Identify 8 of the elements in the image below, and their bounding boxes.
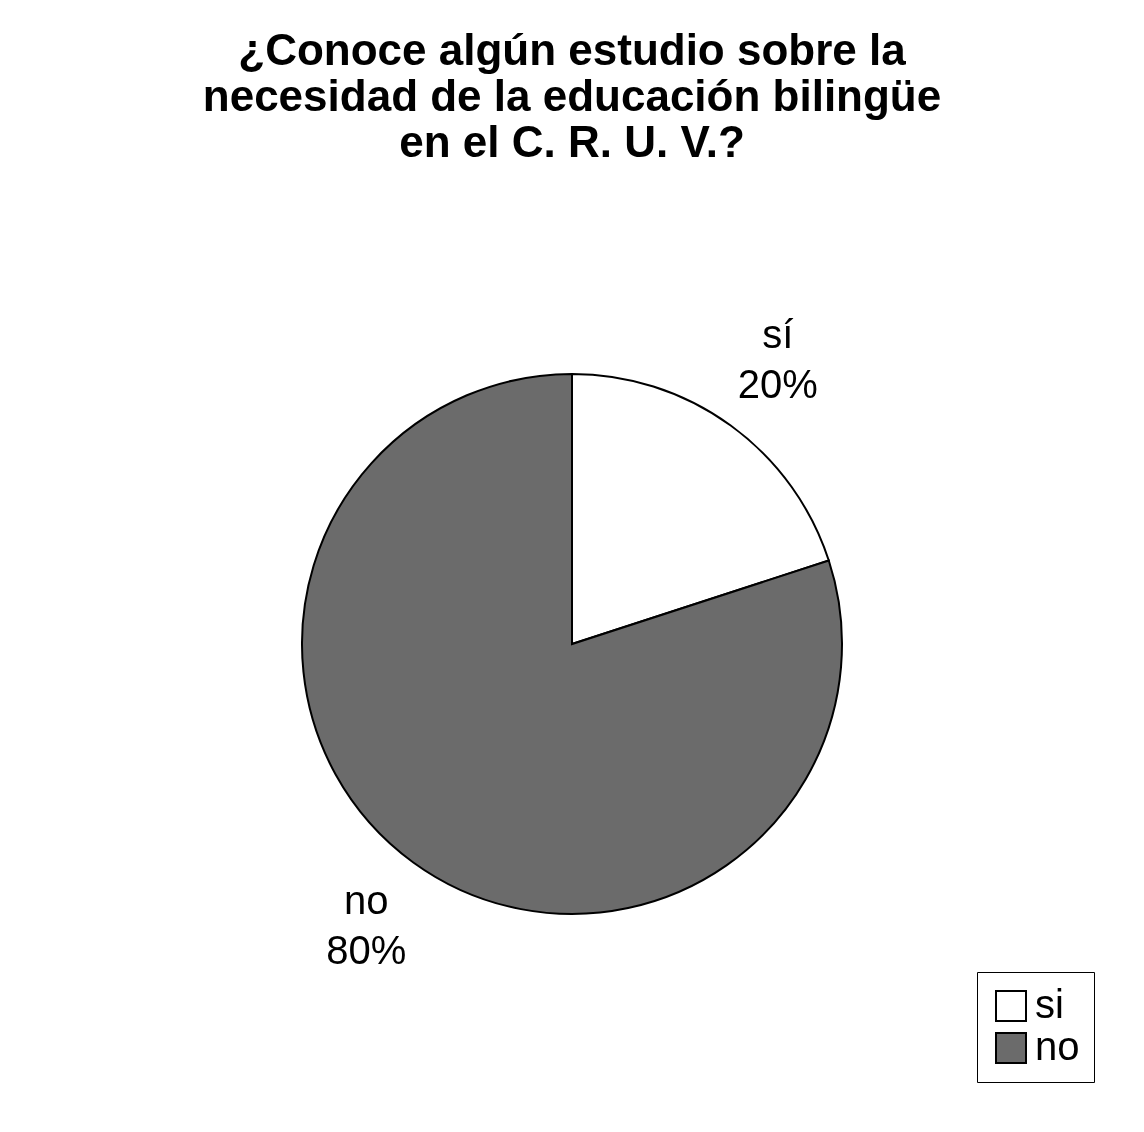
text: sí <box>762 311 794 356</box>
data-label: 80% <box>326 928 407 973</box>
slice-label: no <box>344 878 389 923</box>
data-label: 20% <box>737 361 818 406</box>
text: en el C. R. U. V.? <box>399 117 745 166</box>
legend-label: si <box>1035 982 1064 1026</box>
text: ¿Conoce algún estudio sobre la <box>238 25 906 74</box>
legend-label: no <box>1035 1024 1080 1068</box>
